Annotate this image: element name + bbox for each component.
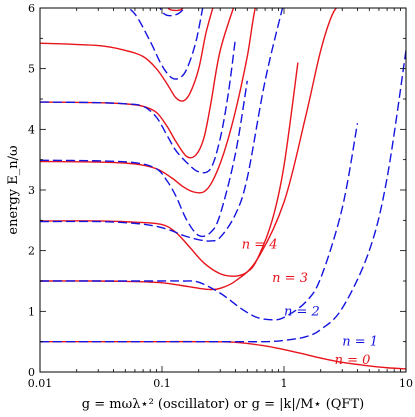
series-line-2 bbox=[40, 8, 338, 291]
series-label: n = 2 bbox=[284, 304, 320, 319]
series-line-11 bbox=[127, 8, 204, 80]
series-line-6 bbox=[40, 8, 256, 194]
series-line-7 bbox=[40, 80, 248, 238]
ticks-layer: 0.01 0.1 1 10 0 1 2 3 4 5 6 bbox=[28, 2, 413, 390]
annotation-layer: n = 0 n = 1 n = 2 n = 3 n = 4 bbox=[242, 238, 378, 368]
series-line-9 bbox=[40, 38, 237, 174]
x-axis-title: g = mωλ⋆² (oscillator) or g = |k|/M⋆ (QF… bbox=[82, 397, 364, 412]
plot-frame bbox=[39, 7, 407, 373]
series-line-10 bbox=[40, 8, 214, 102]
x-tick-label: 0.1 bbox=[153, 377, 171, 390]
y-tick-label: 6 bbox=[28, 2, 35, 15]
y-tick-label: 4 bbox=[28, 123, 35, 136]
x-tick-label: 10 bbox=[399, 377, 413, 390]
series-label: n = 4 bbox=[242, 238, 278, 253]
series-layer bbox=[40, 8, 406, 370]
y-tick-label: 2 bbox=[28, 245, 35, 258]
y-tick-label: 3 bbox=[28, 184, 35, 197]
series-line-8 bbox=[40, 8, 235, 159]
series-line-3 bbox=[40, 123, 359, 321]
series-line-12 bbox=[166, 8, 184, 12]
series-line-5 bbox=[40, 8, 284, 242]
series-label: n = 1 bbox=[342, 335, 378, 350]
y-tick-label: 5 bbox=[28, 63, 35, 76]
series-label: n = 3 bbox=[272, 271, 308, 286]
x-tick-label: 1 bbox=[281, 377, 288, 390]
y-axis-title: energy E_n/ω bbox=[6, 145, 21, 234]
y-tick-label: 0 bbox=[28, 366, 35, 379]
series-line-4 bbox=[40, 62, 299, 277]
series-line-1 bbox=[40, 50, 406, 343]
series-label: n = 0 bbox=[335, 353, 371, 368]
x-tick-label: 0.01 bbox=[28, 377, 53, 390]
y-tick-label: 1 bbox=[28, 305, 35, 318]
